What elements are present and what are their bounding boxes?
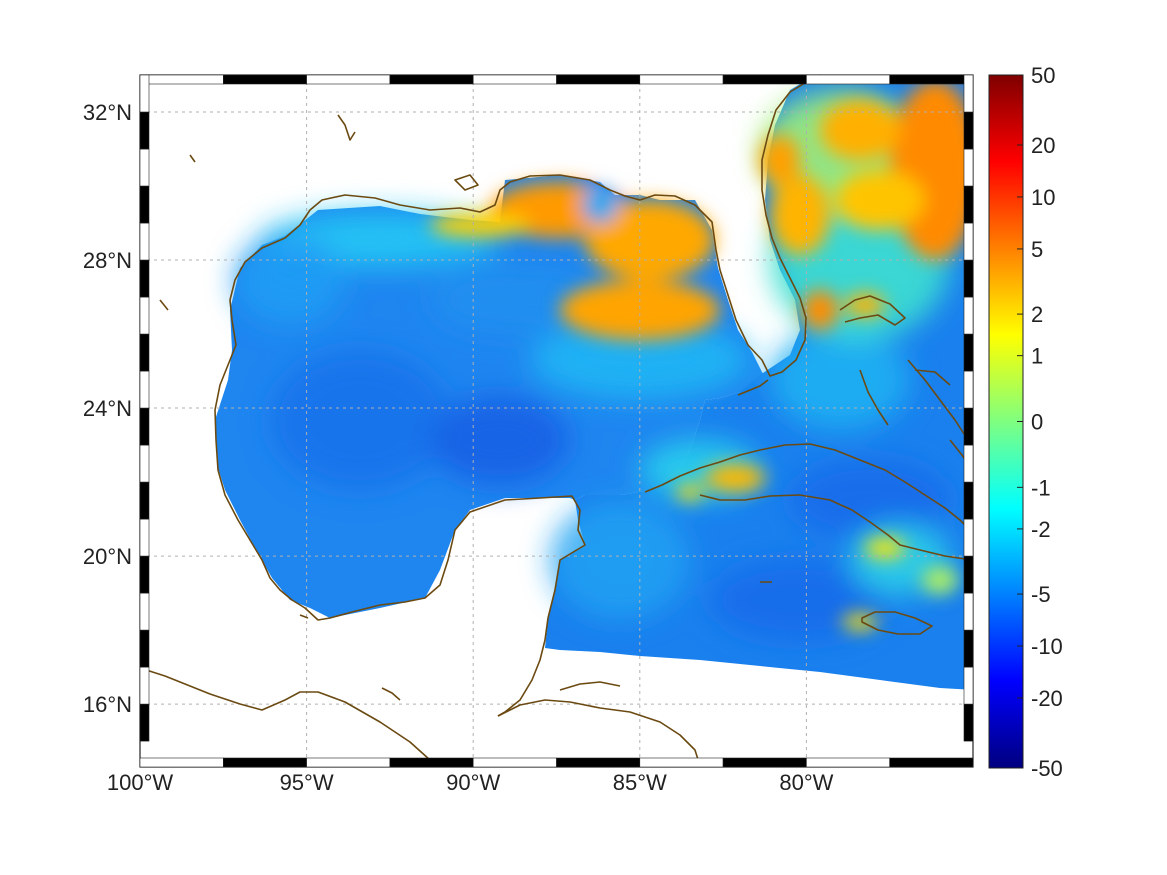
frame-seg-right [963,111,974,150]
frame-seg-bottom [556,757,641,768]
lat-label-2: 24°N [83,396,132,421]
frame-seg-left [139,555,150,594]
frame-seg-left [139,629,150,668]
frame-seg-left [139,222,150,261]
colorbar-tick-label: 50 [1031,63,1055,88]
frame-seg-right [963,148,974,187]
lon-label-0: 100°W [107,770,174,795]
frame-seg-top [472,74,557,85]
coastline-central-america [497,681,701,767]
frame-seg-top [223,74,307,85]
frame-seg-top [889,74,974,85]
colorbar-tick-label: 20 [1031,133,1055,158]
frame-seg-bottom [639,757,724,768]
frame-seg-right [963,444,974,483]
coastline-gulf-us-mexico [139,74,821,761]
colorbar-tick-label: -1 [1031,475,1051,500]
frame-seg-right [963,370,974,409]
colorbar-tick-label: 2 [1031,302,1043,327]
frame-seg-top [306,74,391,85]
frame-seg-right [963,185,974,224]
colorbar-tick-label: 1 [1031,344,1043,369]
colorbar-tick-label: -50 [1031,756,1063,781]
frame-seg-top [639,74,724,85]
coastline-jamaica [861,611,933,635]
frame-seg-left [139,185,150,224]
lon-label-2: 90°W [446,770,500,795]
frame-seg-top [556,74,641,85]
frame-seg-bottom [722,757,807,768]
coastline-bahamas [839,295,973,471]
frame-seg-left [139,111,150,150]
frame-seg-left [139,481,150,520]
frame-seg-bottom [389,757,474,768]
lat-label-1: 28°N [83,248,132,273]
frame-seg-bottom [889,757,974,768]
frame-seg-bottom [472,757,557,768]
lon-label-4: 80°W [779,770,833,795]
coastlines [139,74,973,767]
frame-seg-left [139,74,150,113]
latitude-labels: 32°N 28°N 24°N 20°N 16°N [83,100,132,717]
coastline-cuba [644,443,973,561]
frame-seg-right [963,481,974,520]
frame-seg-top [806,74,891,85]
colorbar-tick-label: -20 [1031,686,1063,711]
frame-seg-right [963,407,974,446]
frame-seg-top [139,74,224,85]
frame-seg-left [139,296,150,335]
frame-seg-bottom [806,757,891,768]
frame-seg-right [963,74,974,113]
lon-label-3: 85°W [613,770,667,795]
frame-seg-left [139,444,150,483]
frame-seg-left [139,148,150,187]
colorbar-tick-label: -5 [1031,582,1051,607]
lat-label-4: 16°N [83,692,132,717]
map-frame [139,74,974,768]
colorbar-tick-label: 0 [1031,410,1043,435]
frame-seg-right [963,259,974,298]
frame-seg-bottom [223,757,307,768]
frame-seg-left [139,407,150,446]
frame-seg-left [139,259,150,298]
data-field [215,75,973,690]
frame-seg-left [139,518,150,557]
frame-seg-right [963,629,974,668]
frame-seg-left [139,666,150,705]
coastline-islands [159,114,772,701]
lon-label-1: 95°W [280,770,334,795]
longitude-labels: 100°W 95°W 90°W 85°W 80°W [107,770,834,795]
frame-seg-right [963,666,974,705]
frame-seg-right [963,518,974,557]
lat-label-3: 20°N [83,544,132,569]
frame-seg-left [139,333,150,372]
colorbar-tick-label: 5 [1031,237,1043,262]
frame-seg-right [963,555,974,594]
frame-seg-right [963,296,974,335]
frame-seg-right [963,222,974,261]
frame-seg-left [139,703,150,742]
colorbar-tick-label: -2 [1031,517,1051,542]
frame-seg-left [139,592,150,631]
lat-label-0: 32°N [83,100,132,125]
frame-seg-bottom [139,757,224,768]
frame-seg-right [963,333,974,372]
frame-seg-bottom [306,757,391,768]
colorbar-tick-label: 10 [1031,185,1055,210]
frame-seg-top [389,74,474,85]
frame-seg-left [139,370,150,409]
frame-seg-right [963,703,974,742]
frame-seg-top [722,74,807,85]
colorbar-tick-label: -10 [1031,634,1063,659]
frame-seg-right [963,592,974,631]
